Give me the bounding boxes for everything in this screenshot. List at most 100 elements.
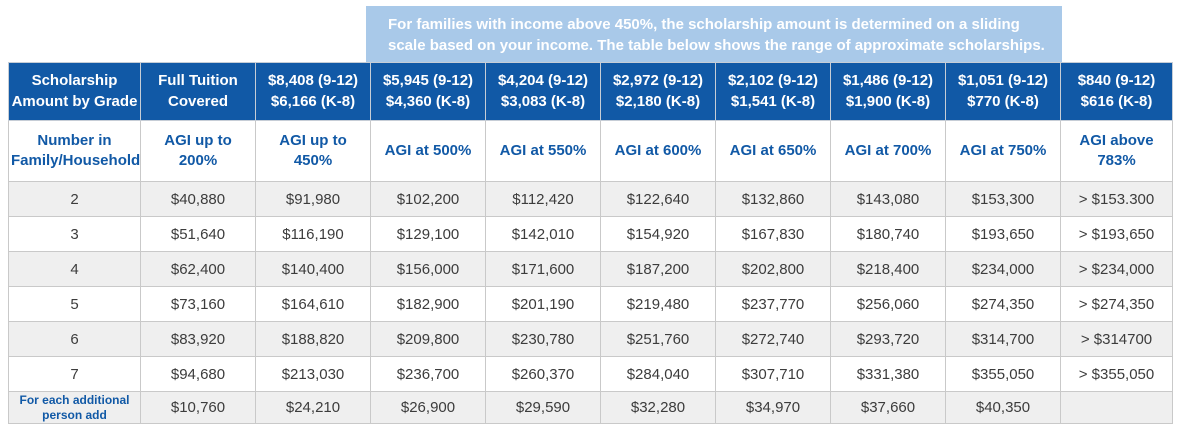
data-cell: $26,900 [370, 391, 486, 424]
row-label: 2 [8, 181, 141, 217]
data-cell: > $153.300 [1060, 181, 1173, 217]
row-label: For each additional person add [8, 391, 141, 424]
data-cell: $234,000 [945, 251, 1061, 287]
data-cell: $143,080 [830, 181, 946, 217]
data-cell: > $193,650 [1060, 216, 1173, 252]
data-cell: $153,300 [945, 181, 1061, 217]
agi-header-cell: AGI at 550% [485, 120, 601, 182]
info-banner-text: For families with income above 450%, the… [388, 16, 1045, 54]
amount-header-cell: Full Tuition Covered [140, 62, 256, 121]
row-label: 3 [8, 216, 141, 252]
data-cell: $272,740 [715, 321, 831, 357]
data-cell: $164,610 [255, 286, 371, 322]
data-cell: $171,600 [485, 251, 601, 287]
data-cell: $167,830 [715, 216, 831, 252]
data-cell: $293,720 [830, 321, 946, 357]
table-row: 6 $83,920 $188,820 $209,800 $230,780 $251,760… [8, 321, 1173, 357]
data-cell: $40,350 [945, 391, 1061, 424]
agi-header-cell: AGI up to 450% [255, 120, 371, 182]
data-cell: $29,590 [485, 391, 601, 424]
data-cell: $202,800 [715, 251, 831, 287]
data-cell: $51,640 [140, 216, 256, 252]
data-cell: $32,280 [600, 391, 716, 424]
agi-header-cell: AGI at 600% [600, 120, 716, 182]
data-cell: $62,400 [140, 251, 256, 287]
data-cell: $34,970 [715, 391, 831, 424]
data-cell: $154,920 [600, 216, 716, 252]
data-cell: $102,200 [370, 181, 486, 217]
data-cell: $122,640 [600, 181, 716, 217]
data-cell: $129,100 [370, 216, 486, 252]
data-cell: $40,880 [140, 181, 256, 217]
table-row: 5 $73,160 $164,610 $182,900 $201,190 $219,480… [8, 286, 1173, 322]
info-banner: For families with income above 450%, the… [366, 6, 1062, 62]
data-cell: > $274,350 [1060, 286, 1173, 322]
row-label: 4 [8, 251, 141, 287]
agi-header-cell: AGI above 783% [1060, 120, 1173, 182]
data-cell: $256,060 [830, 286, 946, 322]
agi-header-cell: AGI at 650% [715, 120, 831, 182]
amount-header-cell: $2,102 (9-12) $1,541 (K-8) [715, 62, 831, 121]
data-cell: > $314700 [1060, 321, 1173, 357]
amount-header-cell: $8,408 (9-12) $6,166 (K-8) [255, 62, 371, 121]
data-cell: $314,700 [945, 321, 1061, 357]
table-row: For each additional person add $10,760 $24… [8, 391, 1173, 424]
data-cell: $307,710 [715, 356, 831, 392]
amount-header-cell: $840 (9-12) $616 (K-8) [1060, 62, 1173, 121]
row-label: 7 [8, 356, 141, 392]
corner-title-cell: Scholarship Amount by Grade [8, 62, 141, 121]
agi-header-cell: AGI up to 200% [140, 120, 256, 182]
row-label: 6 [8, 321, 141, 357]
data-cell: $218,400 [830, 251, 946, 287]
table-body: 2 $40,880 $91,980 $102,200 $112,420 $122,640 $… [8, 181, 1173, 424]
data-cell: > $234,000 [1060, 251, 1173, 287]
data-cell: $209,800 [370, 321, 486, 357]
data-cell: $188,820 [255, 321, 371, 357]
data-cell: $237,770 [715, 286, 831, 322]
data-cell: $83,920 [140, 321, 256, 357]
scholarship-table: Scholarship Amount by Grade Full Tuition … [8, 62, 1173, 424]
data-cell: $37,660 [830, 391, 946, 424]
data-cell: $91,980 [255, 181, 371, 217]
data-cell: $260,370 [485, 356, 601, 392]
amount-header-cell: $2,972 (9-12) $2,180 (K-8) [600, 62, 716, 121]
data-cell: $24,210 [255, 391, 371, 424]
data-cell: $132,860 [715, 181, 831, 217]
corner-subtitle-cell: Number in Family/Household [8, 120, 141, 182]
data-cell: $284,040 [600, 356, 716, 392]
amount-header-cell: $1,051 (9-12) $770 (K-8) [945, 62, 1061, 121]
data-cell: $193,650 [945, 216, 1061, 252]
data-cell: $236,700 [370, 356, 486, 392]
data-cell: > $355,050 [1060, 356, 1173, 392]
data-cell: $213,030 [255, 356, 371, 392]
agi-header-cell: AGI at 750% [945, 120, 1061, 182]
amount-header-row: Scholarship Amount by Grade Full Tuition … [8, 62, 1173, 121]
data-cell: $251,760 [600, 321, 716, 357]
data-cell [1060, 391, 1173, 424]
data-cell: $116,190 [255, 216, 371, 252]
amount-header-cell: $5,945 (9-12) $4,360 (K-8) [370, 62, 486, 121]
data-cell: $10,760 [140, 391, 256, 424]
agi-header-cell: AGI at 700% [830, 120, 946, 182]
table-row: 2 $40,880 $91,980 $102,200 $112,420 $122,640 $… [8, 181, 1173, 217]
data-cell: $180,740 [830, 216, 946, 252]
agi-header-row: Number in Family/Household AGI up to 200%… [8, 120, 1173, 182]
amount-header-cell: $1,486 (9-12) $1,900 (K-8) [830, 62, 946, 121]
data-cell: $140,400 [255, 251, 371, 287]
data-cell: $274,350 [945, 286, 1061, 322]
data-cell: $187,200 [600, 251, 716, 287]
data-cell: $230,780 [485, 321, 601, 357]
table-row: 3 $51,640 $116,190 $129,100 $142,010 $154,920… [8, 216, 1173, 252]
table-row: 4 $62,400 $140,400 $156,000 $171,600 $187,200… [8, 251, 1173, 287]
data-cell: $201,190 [485, 286, 601, 322]
table-header: Scholarship Amount by Grade Full Tuition … [8, 62, 1173, 182]
data-cell: $73,160 [140, 286, 256, 322]
amount-header-cell: $4,204 (9-12) $3,083 (K-8) [485, 62, 601, 121]
data-cell: $142,010 [485, 216, 601, 252]
row-label: 5 [8, 286, 141, 322]
table-row: 7 $94,680 $213,030 $236,700 $260,370 $284,040… [8, 356, 1173, 392]
data-cell: $156,000 [370, 251, 486, 287]
data-cell: $219,480 [600, 286, 716, 322]
data-cell: $112,420 [485, 181, 601, 217]
data-cell: $355,050 [945, 356, 1061, 392]
